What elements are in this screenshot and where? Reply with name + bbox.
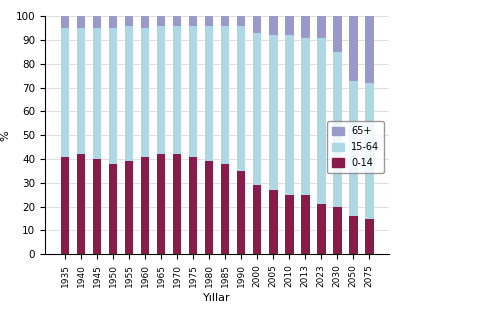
- Bar: [109, 16, 117, 28]
- Bar: [189, 26, 198, 157]
- Bar: [76, 16, 85, 28]
- Bar: [189, 16, 198, 26]
- Bar: [317, 38, 325, 204]
- Bar: [60, 28, 69, 157]
- Bar: [125, 161, 133, 254]
- Bar: [141, 28, 149, 157]
- Bar: [333, 16, 341, 52]
- Bar: [109, 28, 117, 164]
- Bar: [76, 28, 85, 154]
- Bar: [60, 157, 69, 254]
- Bar: [93, 159, 101, 254]
- Bar: [349, 16, 358, 81]
- Bar: [93, 28, 101, 159]
- Bar: [205, 161, 214, 254]
- Bar: [125, 26, 133, 161]
- Bar: [285, 16, 293, 35]
- Bar: [173, 16, 182, 26]
- Bar: [301, 195, 309, 254]
- Bar: [76, 154, 85, 254]
- Bar: [365, 219, 374, 254]
- Bar: [268, 35, 277, 190]
- Bar: [252, 33, 261, 185]
- Bar: [221, 16, 230, 26]
- Bar: [157, 16, 166, 26]
- Bar: [141, 16, 149, 28]
- Bar: [317, 204, 325, 254]
- Bar: [349, 216, 358, 254]
- Bar: [141, 157, 149, 254]
- Bar: [189, 157, 198, 254]
- Legend: 65+, 15-64, 0-14: 65+, 15-64, 0-14: [327, 122, 384, 173]
- Bar: [173, 154, 182, 254]
- Bar: [221, 26, 230, 164]
- Bar: [205, 16, 214, 26]
- Bar: [157, 154, 166, 254]
- Bar: [237, 26, 246, 171]
- Bar: [173, 26, 182, 154]
- Bar: [252, 16, 261, 33]
- Bar: [301, 38, 309, 195]
- Bar: [285, 195, 293, 254]
- Bar: [301, 16, 309, 38]
- Bar: [125, 16, 133, 26]
- Bar: [317, 16, 325, 38]
- Bar: [333, 52, 341, 207]
- Bar: [252, 185, 261, 254]
- Bar: [365, 83, 374, 219]
- Bar: [285, 35, 293, 195]
- X-axis label: Yıllar: Yıllar: [203, 292, 231, 303]
- Bar: [333, 207, 341, 254]
- Bar: [237, 171, 246, 254]
- Bar: [157, 26, 166, 154]
- Bar: [268, 190, 277, 254]
- Bar: [365, 16, 374, 83]
- Bar: [268, 16, 277, 35]
- Bar: [221, 164, 230, 254]
- Bar: [93, 16, 101, 28]
- Bar: [109, 164, 117, 254]
- Y-axis label: %: %: [0, 130, 10, 141]
- Bar: [237, 16, 246, 26]
- Bar: [60, 16, 69, 28]
- Bar: [205, 26, 214, 161]
- Bar: [349, 81, 358, 216]
